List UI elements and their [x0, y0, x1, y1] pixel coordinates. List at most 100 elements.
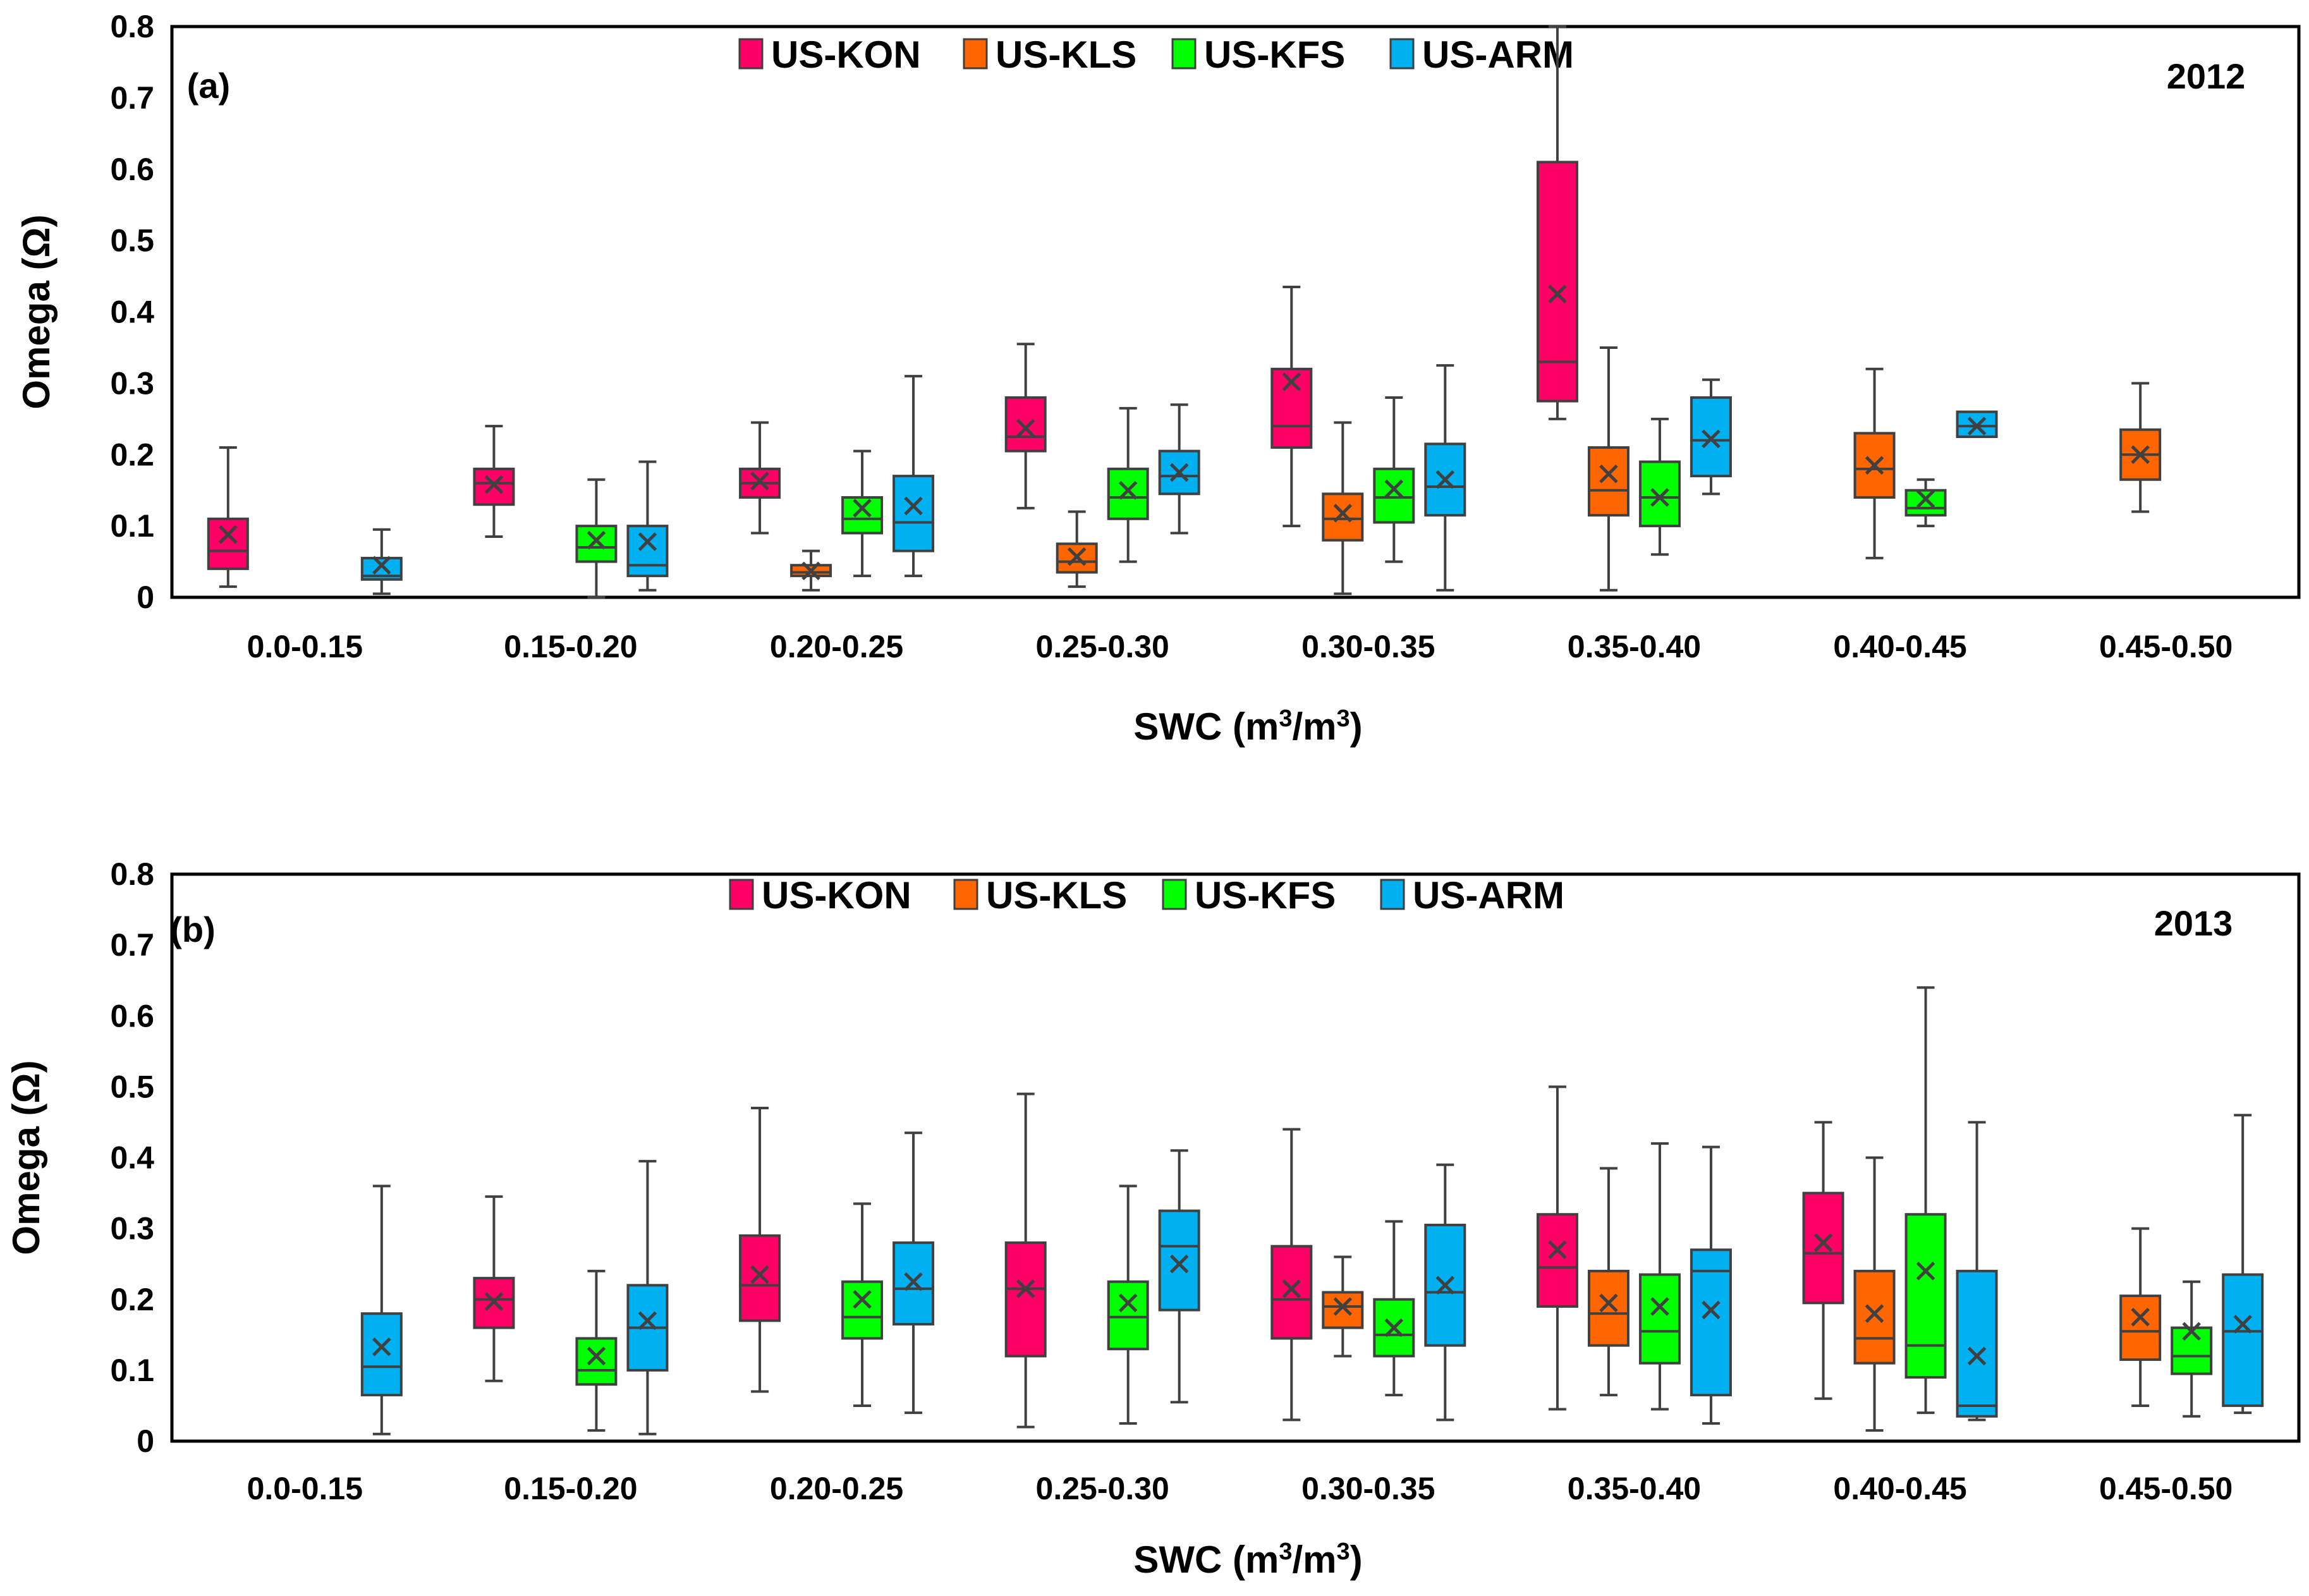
- mean-marker-stroke: [484, 1292, 504, 1311]
- mean-marker-stroke: [1548, 1240, 1567, 1260]
- mean-marker: [1282, 372, 1301, 391]
- x-tick-label: 0.20-0.25: [770, 1471, 903, 1506]
- mean-marker: [1067, 547, 1087, 566]
- box-plot-us-kon: [1802, 1121, 1844, 1400]
- mean-marker-stroke: [1865, 1304, 1884, 1323]
- mean-marker: [587, 530, 606, 550]
- mean-marker-stroke: [1865, 456, 1884, 475]
- mean-marker-stroke: [2233, 1315, 2252, 1334]
- box-plot-us-kfs: [841, 1202, 884, 1407]
- x-axis-title: SWC (m3/m3): [1133, 705, 1362, 748]
- box-plot-us-kfs: [575, 1269, 618, 1432]
- legend-label: US-KON: [771, 34, 921, 76]
- mean-marker: [1702, 1300, 1721, 1320]
- mean-marker-stroke: [1118, 480, 1138, 500]
- y-tick-label: 0.7: [110, 927, 154, 963]
- box-iqr: [1638, 460, 1681, 528]
- mean-marker-stroke: [372, 1337, 391, 1356]
- x-tick-label: 0.25-0.30: [1036, 629, 1169, 664]
- legend-entry: US-KFS: [1171, 34, 1345, 76]
- mean-marker-stroke: [1599, 464, 1618, 484]
- mean-marker: [904, 1272, 923, 1291]
- x-axis-title-part: ): [1350, 705, 1363, 748]
- mean-marker: [1169, 1254, 1189, 1274]
- mean-marker-stroke: [801, 561, 820, 581]
- mean-marker: [1813, 1233, 1833, 1252]
- box-plot-us-kon: [1004, 1092, 1047, 1428]
- mean-marker: [1118, 480, 1138, 500]
- mean-marker-stroke: [219, 525, 238, 544]
- y-axis-title: Omega (Ω): [15, 214, 58, 409]
- mean-marker-stroke: [1967, 1346, 1987, 1366]
- mean-marker-stroke: [904, 1272, 923, 1291]
- x-axis-title-superscript: 3: [1279, 705, 1292, 732]
- y-tick-label: 0.4: [110, 295, 154, 330]
- y-tick-label: 0.7: [110, 80, 154, 116]
- mean-marker: [904, 496, 923, 516]
- legend-swatch: [963, 38, 988, 70]
- mean-marker: [750, 1265, 769, 1284]
- mean-marker: [1333, 1297, 1353, 1316]
- mean-marker: [1967, 417, 1987, 436]
- x-axis-title-superscript: 3: [1279, 1538, 1292, 1565]
- box-iqr: [1107, 1280, 1149, 1351]
- legend-label: US-KLS: [986, 874, 1127, 917]
- box-plot-us-kfs: [841, 449, 884, 578]
- box-plot-us-arm: [893, 375, 935, 578]
- mean-marker-stroke: [853, 499, 872, 518]
- box-plot-us-arm: [1956, 1121, 1998, 1422]
- y-tick-label: 0.6: [110, 998, 154, 1033]
- x-tick-label: 0.15-0.20: [504, 629, 637, 664]
- box-plot-us-arm: [1690, 378, 1732, 496]
- mean-marker-stroke: [1169, 1254, 1189, 1274]
- mean-marker-stroke: [750, 1265, 769, 1284]
- mean-marker: [1967, 1346, 1987, 1366]
- x-tick-label: 0.30-0.35: [1301, 629, 1435, 664]
- x-tick-label: 0.45-0.50: [2099, 629, 2233, 664]
- legend-label: US-ARM: [1422, 34, 1574, 76]
- mean-marker: [219, 525, 238, 544]
- mean-marker: [1916, 489, 1935, 509]
- box-iqr: [1322, 1291, 1364, 1329]
- legend-swatch: [729, 879, 754, 910]
- legend-entry: US-KLS: [953, 874, 1127, 917]
- box-iqr: [1004, 1241, 1047, 1358]
- box-iqr: [1107, 467, 1149, 520]
- box-iqr: [1158, 449, 1200, 496]
- box-iqr: [1638, 1273, 1681, 1365]
- mean-marker: [372, 556, 391, 575]
- box-plot-us-kls: [1587, 346, 1630, 592]
- y-tick-label: 0.5: [110, 1069, 154, 1104]
- mean-marker: [1435, 1276, 1455, 1295]
- mean-marker-stroke: [638, 1311, 657, 1331]
- x-axis-title-part: /m: [1292, 1538, 1336, 1581]
- box-plot-us-arm: [360, 528, 403, 595]
- mean-marker-stroke: [1967, 417, 1987, 436]
- mean-marker: [1016, 1279, 1035, 1298]
- mean-marker-stroke: [1548, 284, 1567, 304]
- mean-marker: [1865, 456, 1884, 475]
- mean-marker-stroke: [1650, 1297, 1669, 1316]
- mean-marker: [1016, 418, 1035, 438]
- y-tick-label: 0: [137, 1423, 154, 1459]
- legend-swatch: [953, 879, 978, 910]
- legend-swatch: [738, 38, 764, 70]
- panel-label: (b): [170, 910, 216, 949]
- box-plot-us-arm: [1956, 410, 1998, 439]
- mean-marker-stroke: [1016, 1279, 1035, 1298]
- box-plot-us-arm: [360, 1185, 403, 1435]
- x-tick-label: 0.40-0.45: [1833, 1471, 1966, 1506]
- x-tick-label: 0.30-0.35: [1301, 1471, 1435, 1506]
- mean-marker: [1118, 1293, 1138, 1313]
- legend-entry: US-KON: [738, 34, 921, 76]
- mean-marker-stroke: [1435, 470, 1455, 489]
- mean-marker: [801, 561, 820, 581]
- mean-marker-stroke: [1702, 1300, 1721, 1320]
- box-iqr: [1270, 367, 1313, 449]
- x-tick-label: 0.45-0.50: [2099, 1471, 2233, 1506]
- box-iqr: [1322, 492, 1364, 542]
- mean-marker-stroke: [1282, 372, 1301, 391]
- legend-entry: US-KLS: [963, 34, 1136, 76]
- mean-marker-stroke: [1916, 489, 1935, 509]
- mean-marker: [853, 1289, 872, 1309]
